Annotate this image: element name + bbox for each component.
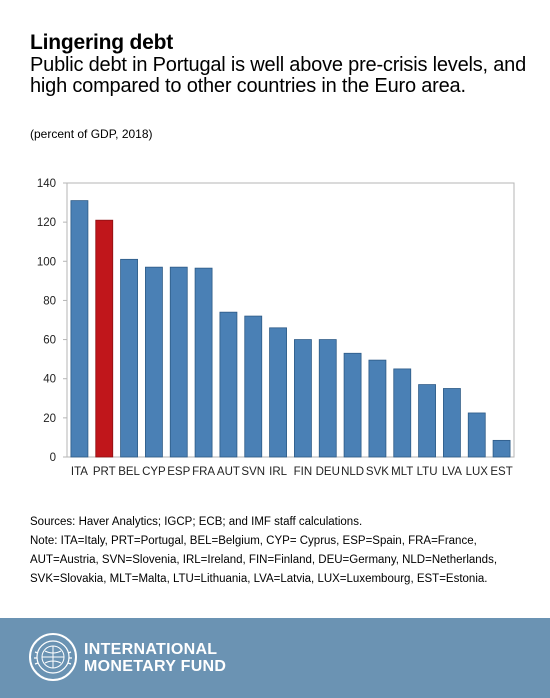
x-tick-label: LTU [417,466,438,478]
x-tick-label: SVN [241,466,265,478]
imf-name-line2: MONETARY FUND [84,658,227,675]
bar-nld [343,352,362,458]
bar-lva [443,388,461,458]
x-tick-label: EST [490,466,512,478]
imf-name-line1: INTERNATIONAL [84,641,218,658]
x-tick-label: CYP [142,466,166,478]
x-axis: ITA PRT BEL CYP ESP FRA AUT SVN IRL FIN DEU NLD SVK M… [71,466,513,478]
x-tick-label: DEU [316,466,340,478]
y-tick-label: 80 [43,295,56,307]
chart-title: Lingering debt [30,31,174,54]
x-tick-label: NLD [341,466,364,478]
bar-est [492,439,511,458]
bars [70,200,511,458]
y-tick-label: 140 [37,178,56,190]
x-tick-label: PRT [93,466,116,478]
x-tick-label: FRA [192,466,215,478]
bar-chart: 0 20 40 60 80 100 120 140 ITA PRT BEL CYP ESP FRA AUT… [37,178,515,478]
x-tick-label: AUT [217,466,240,478]
bar-irl [269,327,287,458]
x-tick-label: ITA [71,466,88,478]
bar-fra [194,267,213,458]
x-tick-label: LUX [466,466,489,478]
y-axis: 0 20 40 60 80 100 120 140 [37,178,67,464]
x-tick-label: LVA [442,466,462,478]
bar-mlt [393,368,412,458]
x-tick-label: BEL [118,466,140,478]
bar-prt [95,219,114,458]
bar-cyp [145,266,163,458]
x-tick-label: FIN [294,466,313,478]
plot-frame [66,182,515,458]
y-tick-label: 20 [43,413,56,425]
y-tick-label: 100 [37,256,56,268]
footer-bar: INTERNATIONAL MONETARY FUND [0,618,550,698]
chart-notes: Sources: Haver Analytics; IGCP; ECB; and… [30,513,530,589]
bar-lux [467,412,486,458]
chart-subtitle: Public debt in Portugal is well above pr… [30,54,527,97]
bar-svn [244,315,263,458]
bar-aut [219,311,238,458]
bar-bel [120,258,138,458]
note-text: Note: ITA=Italy, PRT=Portugal, BEL=Belgi… [30,535,498,585]
bar-ita [70,200,89,458]
y-tick-label: 60 [43,335,56,347]
bar-ltu [418,384,436,458]
imf-seal-icon [29,633,77,681]
x-tick-label: ESP [167,466,190,478]
x-tick-label: IRL [269,466,288,478]
y-tick-label: 0 [50,452,56,464]
bar-deu [318,339,337,458]
x-tick-label: MLT [391,466,413,478]
bar-esp [169,266,188,458]
bar-fin [294,339,312,458]
chart-units: (percent of GDP, 2018) [30,127,153,141]
y-tick-label: 40 [43,374,56,386]
imf-logo-text: INTERNATIONAL MONETARY FUND [84,641,226,675]
x-tick-label: SVK [366,466,389,478]
bar-svk [368,359,387,458]
sources-text: Sources: Haver Analytics; IGCP; ECB; and… [30,516,363,528]
y-tick-label: 120 [37,217,56,229]
